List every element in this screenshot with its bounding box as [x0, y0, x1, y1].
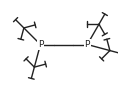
- Text: P: P: [85, 40, 90, 49]
- Text: P: P: [38, 40, 43, 49]
